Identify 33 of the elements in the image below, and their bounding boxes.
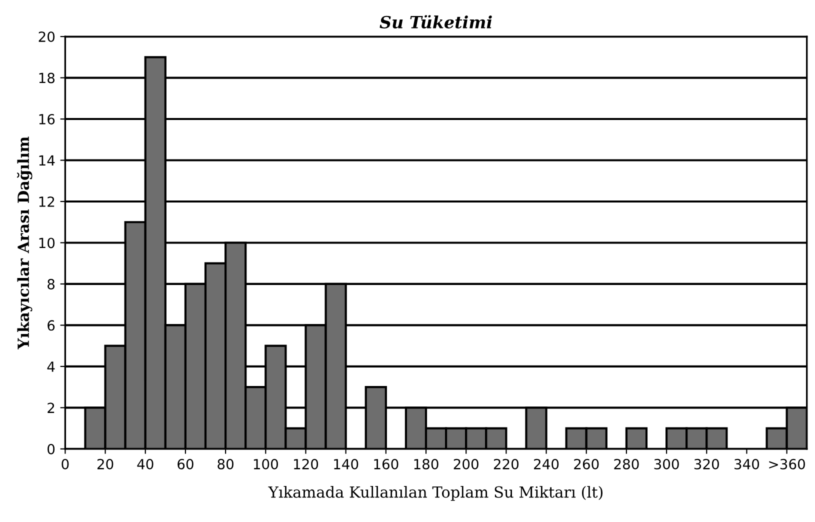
x-tick-label: 20	[97, 458, 114, 470]
y-tick-label: 0	[48, 444, 55, 454]
x-tick-label: 320	[694, 458, 719, 470]
x-tick-label: 140	[334, 458, 358, 470]
chart-title: Su Tüketimi	[380, 15, 492, 28]
x-tick-label: 300	[654, 458, 679, 470]
x-tick-label: >360	[769, 458, 805, 470]
x-tick-label: 280	[614, 458, 639, 470]
y-tick-label: 16	[39, 114, 55, 124]
x-tick-label: 120	[294, 458, 318, 470]
x-tick-label: 60	[178, 458, 194, 470]
x-tick-label: 260	[574, 458, 599, 470]
x-axis-title: Yıkamada Kullanılan Toplam Su Miktarı (lt)	[268, 486, 603, 501]
y-tick-label: 4	[47, 362, 55, 372]
x-tick-label: 80	[218, 458, 234, 470]
x-tick-label: 0	[62, 458, 69, 470]
x-tick-label: 100	[254, 458, 278, 470]
y-tick-label: 10	[39, 238, 55, 248]
y-tick-label: 6	[48, 320, 55, 331]
x-tick-label: 240	[534, 458, 559, 470]
x-tick-label: 200	[454, 458, 478, 470]
x-tick-label: 180	[414, 458, 438, 470]
y-tick-label: 12	[39, 196, 54, 207]
x-tick-label: 160	[374, 458, 398, 470]
x-tick-label: 340	[734, 458, 760, 470]
y-tick-label: 2	[48, 402, 54, 413]
x-tick-label: 220	[494, 458, 519, 470]
y-tick-label: 18	[39, 72, 55, 84]
x-tick-label: 40	[137, 458, 154, 470]
y-tick-label: 14	[39, 155, 55, 166]
y-tick-label: 8	[48, 278, 55, 290]
y-tick-label: 20	[38, 32, 55, 42]
y-axis-title: Yıkayıcılar Arası Dağılım	[17, 136, 32, 350]
